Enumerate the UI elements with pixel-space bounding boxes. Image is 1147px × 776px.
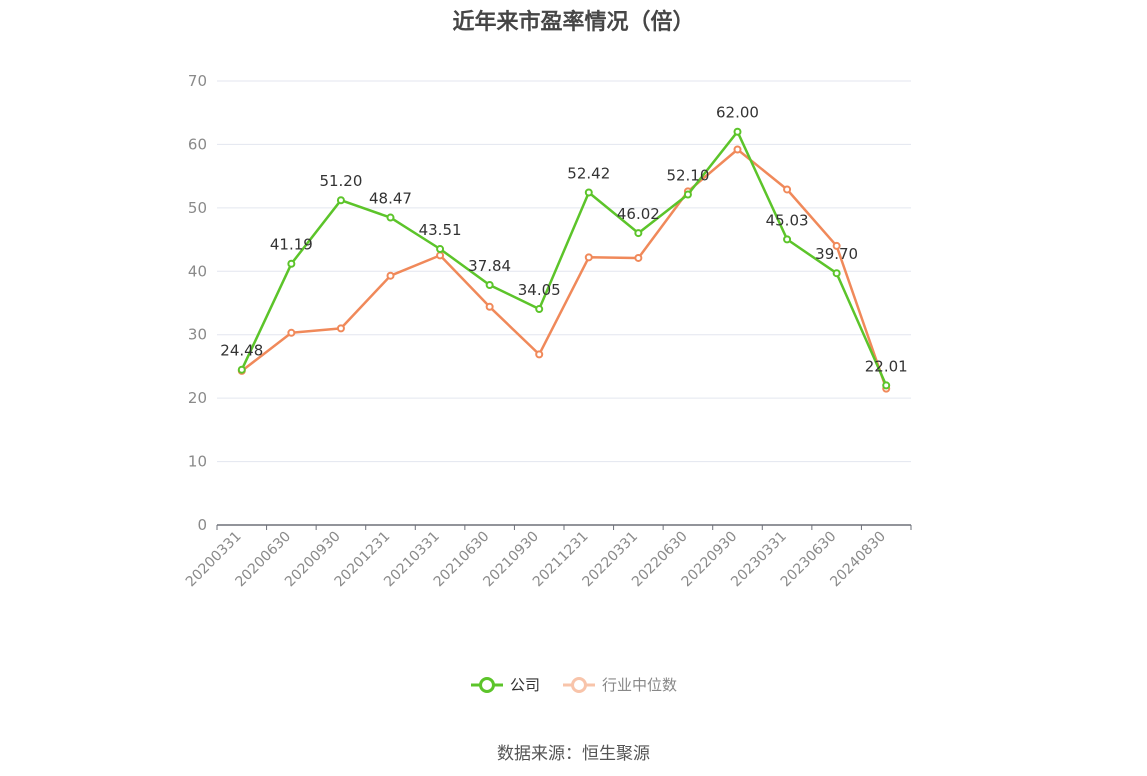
company-data-label: 52.42	[567, 165, 610, 183]
legend-label-company: 公司	[509, 676, 540, 694]
industry-median-data-point	[733, 145, 742, 154]
industry-median-data-point	[386, 271, 395, 280]
legend-item-industry-median[interactable]: 行业中位数	[562, 674, 677, 695]
company-data-label: 48.47	[369, 190, 412, 208]
company-data-label: 37.84	[468, 257, 511, 275]
company-data-point	[287, 259, 296, 268]
company-data-point	[634, 229, 643, 238]
company-data-label: 46.02	[617, 205, 660, 223]
company-data-point	[336, 196, 345, 205]
y-tick-label: 60	[188, 135, 207, 153]
data-labels: 24.48 41.19 51.20 48.47 43.51 37.84 34.05 52.42…	[220, 104, 907, 376]
industry-median-data-point	[485, 302, 494, 311]
company-data-label: 62.00	[716, 104, 759, 122]
company-data-point	[882, 381, 891, 390]
y-tick-label: 40	[188, 262, 207, 280]
y-tick-label: 10	[188, 453, 207, 471]
company-data-label: 24.48	[220, 342, 263, 360]
company-data-point	[783, 235, 792, 244]
industry-median-data-point	[783, 185, 792, 194]
industry-median-data-point	[436, 251, 445, 260]
company-data-label: 52.10	[666, 167, 709, 185]
y-tick-label: 20	[188, 389, 207, 407]
company-series-line	[240, 130, 888, 386]
y-tick-label: 0	[197, 516, 207, 534]
company-data-label: 45.03	[766, 211, 809, 229]
industry-median-data-point	[634, 253, 643, 262]
company-data-label: 41.19	[270, 236, 313, 254]
legend-industry-icon	[563, 676, 595, 693]
industry-median-data-point	[336, 324, 345, 333]
company-data-point	[386, 213, 395, 222]
company-data-label: 39.70	[815, 245, 858, 263]
company-data-point	[485, 280, 494, 289]
company-data-point	[733, 127, 742, 136]
industry-median-data-point	[832, 241, 841, 250]
series-lines	[237, 127, 891, 393]
legend-label-industry-median: 行业中位数	[602, 676, 678, 694]
company-data-point	[436, 245, 445, 254]
company-data-label: 43.51	[419, 221, 462, 239]
company-data-label: 22.01	[865, 357, 908, 375]
industry-median-data-point	[584, 253, 593, 262]
industry-median-series-line	[241, 148, 888, 390]
company-data-point	[237, 365, 246, 374]
y-tick-label: 70	[188, 72, 207, 90]
data-source-note: 数据来源：恒生聚源	[497, 744, 650, 764]
y-tick-label: 30	[188, 326, 207, 344]
legend: 公司 行业中位数	[0, 674, 1147, 695]
y-tick-label: 50	[188, 199, 207, 217]
chart-title: 近年来市盈率情况（倍）	[452, 10, 695, 35]
company-data-point	[683, 190, 692, 199]
company-data-label: 34.05	[518, 281, 561, 299]
company-data-point	[832, 269, 841, 278]
gridlines	[217, 80, 911, 463]
industry-median-data-point	[535, 350, 544, 359]
legend-item-company[interactable]: 公司	[470, 674, 540, 695]
company-data-point	[535, 305, 544, 314]
industry-median-data-point	[287, 328, 296, 337]
company-data-point	[584, 188, 593, 197]
company-data-label: 51.20	[319, 172, 362, 190]
legend-company-icon	[470, 676, 503, 693]
